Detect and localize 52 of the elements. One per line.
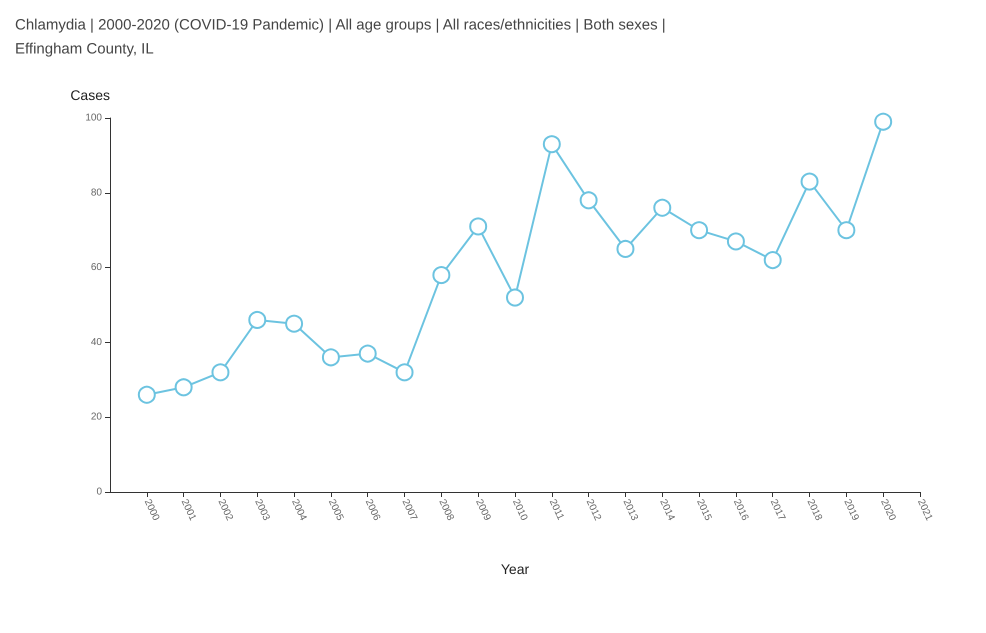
point <box>396 363 414 382</box>
point <box>726 232 745 250</box>
point <box>285 314 304 333</box>
x-tick-label: 2001 <box>178 498 198 523</box>
x-tick-label: 2011 <box>546 498 566 522</box>
x-tick-label: 2003 <box>252 498 272 523</box>
point <box>580 191 598 210</box>
x-tick-label: 2020 <box>878 498 898 523</box>
x-tick-label: 2012 <box>584 498 604 523</box>
x-tick-label: 2005 <box>326 498 346 523</box>
point <box>764 251 782 270</box>
point <box>174 378 193 396</box>
point <box>874 112 892 131</box>
x-tick-label: 2008 <box>436 498 456 523</box>
x-tick-label: 2002 <box>215 498 236 523</box>
point <box>616 240 634 258</box>
point <box>248 310 266 329</box>
y-axis-title: Cases <box>70 87 110 103</box>
point <box>837 221 856 240</box>
point <box>469 217 488 236</box>
x-tick-label: 2009 <box>473 498 493 523</box>
y-tick-label: 0 <box>96 486 102 498</box>
point <box>138 386 156 404</box>
point <box>690 221 708 240</box>
point <box>506 288 524 307</box>
y-tick-label: 60 <box>90 262 102 274</box>
point <box>211 363 230 382</box>
point <box>358 344 377 363</box>
y-tick-label: 20 <box>90 412 102 423</box>
y-tick-label: 40 <box>90 336 102 348</box>
point <box>800 172 819 191</box>
x-tick-label: 2014 <box>657 498 677 523</box>
x-tick-label: 2017 <box>768 498 788 523</box>
x-tick-label: 2013 <box>620 498 640 523</box>
point <box>322 348 340 366</box>
x-tick-label: 2007 <box>400 498 420 523</box>
y-tick-label: 80 <box>90 187 102 198</box>
x-tick-label: 2018 <box>804 498 824 523</box>
point <box>432 266 450 284</box>
point <box>653 198 672 217</box>
chart-title: Chlamydia | 2000-2020 (COVID-19 Pandemic) | All age groups | All races/ethnicities | Both sexes | Effingham County, IL <box>15 16 666 58</box>
x-tick-label: 2016 <box>730 498 750 523</box>
x-tick-label: 2000 <box>142 498 162 523</box>
y-tick-label: 100 <box>85 112 102 124</box>
x-tick-label: 2021 <box>915 498 935 523</box>
x-axis-title: Year <box>500 561 530 577</box>
x-tick-label: 2006 <box>362 498 382 523</box>
x-tick-label: 2019 <box>841 498 861 523</box>
x-tick-label: 2015 <box>694 498 714 523</box>
point <box>542 135 561 154</box>
x-tick-label: 2004 <box>289 498 309 523</box>
x-tick-label: 2010 <box>510 498 530 523</box>
